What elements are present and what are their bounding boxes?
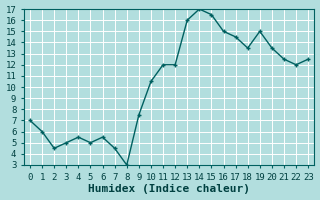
X-axis label: Humidex (Indice chaleur): Humidex (Indice chaleur)	[88, 184, 250, 194]
